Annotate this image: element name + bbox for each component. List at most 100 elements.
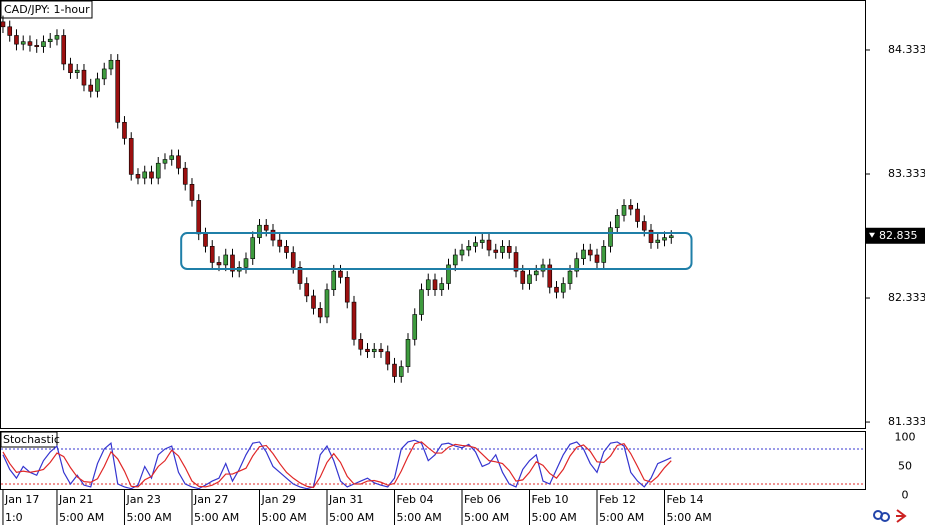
candle-body [473, 242, 478, 247]
candle-body [614, 215, 620, 229]
y-tick-label: 84.333 [888, 43, 925, 56]
x-tick-label: Jan 29 [260, 493, 295, 506]
title-box [0, 0, 93, 19]
candle-body [446, 264, 451, 284]
candle-body [425, 279, 431, 291]
current-price-label: 82.835 [879, 229, 918, 242]
candle-body [479, 239, 485, 243]
candle-body [263, 224, 269, 231]
x-tick-time-label: 5:00 AM [599, 511, 644, 524]
candle-body [209, 246, 215, 263]
candle-body [405, 339, 411, 367]
candle-body [317, 308, 323, 318]
x-tick-label: Feb 06 [464, 493, 501, 506]
candle-body [14, 35, 19, 45]
x-tick-time-label: 5:00 AM [667, 511, 712, 524]
candle-body [88, 84, 94, 92]
candle-body [176, 155, 181, 169]
candle-body [527, 274, 532, 284]
candle-body [608, 227, 613, 247]
candle-body [155, 162, 161, 179]
candle-body [344, 277, 350, 303]
candle-body [655, 239, 661, 243]
stochastic-line [2, 441, 672, 489]
candle-body [398, 366, 404, 377]
x-tick-label: Feb 14 [667, 493, 704, 506]
stochastic-panel [0, 431, 866, 490]
x-tick-time-label: 5:00 AM [261, 511, 306, 524]
candle-body [533, 270, 539, 276]
x-tick-label: Jan 27 [193, 493, 228, 506]
candle-body [459, 249, 465, 256]
candle-body [284, 246, 289, 253]
highlight-zone [180, 232, 693, 271]
candle-body [311, 295, 316, 309]
candle-body [581, 249, 586, 260]
main-panel [0, 0, 866, 429]
x-tick-time-label: 5:00 AM [396, 511, 441, 524]
current-price-marker [869, 232, 875, 238]
candle-body [142, 171, 148, 179]
link-icon [880, 512, 890, 522]
candle-body [331, 270, 337, 291]
candle-body [95, 78, 100, 92]
candle-body [520, 270, 526, 284]
candle-body [641, 221, 647, 231]
candle-body [128, 138, 134, 175]
x-tick-label: Jan 23 [125, 493, 160, 506]
candle-body [122, 121, 127, 139]
candle-body [182, 167, 188, 185]
current-price-box [866, 227, 925, 244]
candle-body [270, 229, 276, 241]
candle-body [412, 314, 418, 340]
candle-body [554, 286, 559, 293]
candle-body [162, 159, 168, 164]
candle-body [547, 264, 553, 288]
candle-body [27, 41, 33, 46]
x-tick-time-label: 5:00 AM [464, 511, 509, 524]
candle-body [371, 348, 377, 353]
candle-body [0, 21, 6, 28]
x-tick-time-label: 5:00 AM [194, 511, 239, 524]
y-tick-label: 82.333 [888, 291, 925, 304]
candle-body [61, 35, 67, 65]
candle-body [101, 68, 107, 80]
x-tick-label: Jan 17 [4, 493, 39, 506]
candle-body [567, 270, 573, 284]
candle-body [419, 289, 424, 315]
candle-body [230, 254, 235, 272]
candle-body [452, 254, 458, 266]
candle-body [297, 267, 303, 284]
candle-body [115, 59, 121, 123]
candle-body [378, 348, 384, 353]
candle-body [47, 38, 53, 42]
candle-body [149, 171, 154, 179]
candle-body [74, 69, 80, 73]
y-tick-label: 50 [898, 459, 912, 472]
candle-body [635, 208, 640, 222]
candle-body [493, 249, 499, 253]
y-tick-label: 81.333 [888, 415, 925, 428]
candle-body [486, 239, 492, 251]
x-tick-label: Feb 10 [532, 493, 569, 506]
x-tick-time-label: 5:00 AM [329, 511, 374, 524]
x-tick-label: Jan 31 [328, 493, 363, 506]
candle-body [290, 252, 296, 268]
candle-body [20, 41, 26, 45]
x-tick-time-label: 5:00 AM [126, 511, 171, 524]
candle-body [513, 252, 519, 272]
candle-body [560, 283, 566, 293]
candle-body [594, 254, 600, 263]
corner-icons [873, 509, 907, 523]
candle-body [385, 351, 391, 365]
candle-body [189, 183, 195, 201]
y-tick-label: 100 [895, 430, 916, 443]
arrow-icon [896, 509, 907, 523]
candle-body [304, 283, 310, 297]
candle-body [587, 249, 593, 256]
chart-title: CAD/JPY: 1-hour [4, 3, 90, 16]
candle-body [628, 205, 634, 210]
candle-body [500, 246, 505, 253]
